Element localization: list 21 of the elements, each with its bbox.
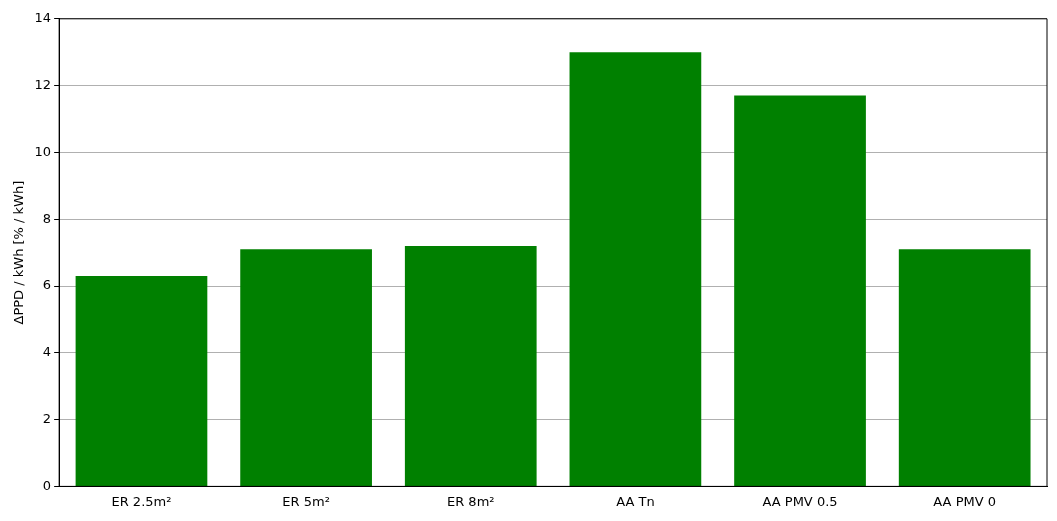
x-tick-label: AA PMV 0.5 [762, 493, 838, 509]
x-tick-label: ER 8m² [446, 493, 495, 509]
bar [75, 275, 208, 486]
y-tick-label: 10 [34, 143, 52, 159]
y-tick-label: 8 [42, 210, 52, 226]
x-tick-label: AA PMV 0 [933, 493, 996, 509]
y-tick-label: 4 [42, 344, 52, 360]
bar [898, 249, 1031, 486]
bar [734, 95, 866, 486]
y-axis-title: ΔPPD / kWh [% / kWh] [11, 180, 27, 325]
x-tick-label: ER 5m² [282, 493, 330, 509]
y-tick-label: 12 [34, 76, 52, 92]
y-tick-label: 2 [42, 410, 52, 426]
y-tick-label: 14 [34, 10, 52, 26]
x-tick-label: AA Tn [616, 493, 655, 509]
y-tick-label: 0 [42, 477, 52, 493]
bar [404, 245, 537, 486]
bar [240, 249, 372, 486]
x-tick-label: ER 2.5m² [111, 493, 172, 509]
bar [569, 52, 702, 486]
y-tick-label: 6 [42, 277, 52, 293]
